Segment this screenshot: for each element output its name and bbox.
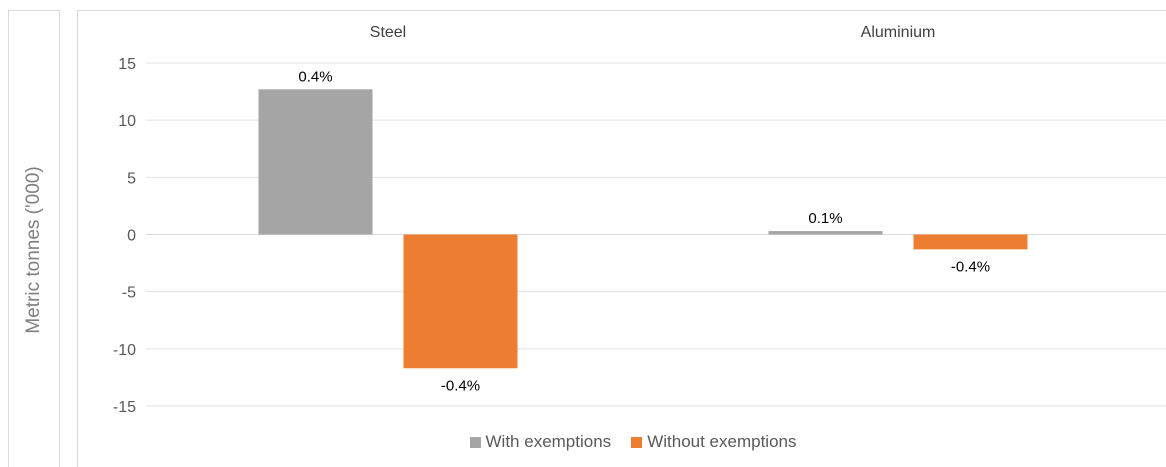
bar xyxy=(403,234,518,369)
legend-label-with-exemptions: With exemptions xyxy=(485,432,612,451)
y-tick-label: 0 xyxy=(127,228,136,245)
data-label: -0.4% xyxy=(441,377,480,394)
category-label: Aluminium xyxy=(861,24,936,41)
bar xyxy=(258,89,373,235)
legend-swatch-without-exemptions xyxy=(631,436,643,448)
legend-item-without-exemptions: Without exemptions xyxy=(631,432,796,452)
y-tick-label: -5 xyxy=(122,285,136,302)
legend-swatch-with-exemptions xyxy=(469,436,481,448)
plot-frame xyxy=(77,10,1166,467)
legend-label-without-exemptions: Without exemptions xyxy=(647,432,797,451)
y-tick-label: 10 xyxy=(118,113,136,130)
bar xyxy=(913,234,1028,250)
y-axis-title-box xyxy=(8,10,60,467)
y-tick-label: 15 xyxy=(118,56,136,73)
legend-item-with-exemptions: With exemptions xyxy=(469,432,612,452)
y-tick-label: -10 xyxy=(113,342,136,359)
legend: With exemptions Without exemptions xyxy=(0,432,1166,452)
bar xyxy=(768,231,883,235)
y-tick-label: 5 xyxy=(127,170,136,187)
category-label: Steel xyxy=(370,24,406,41)
data-label: 0.4% xyxy=(298,68,332,85)
data-label: -0.4% xyxy=(951,258,990,275)
y-tick-label: -15 xyxy=(113,399,136,416)
data-label: 0.1% xyxy=(808,210,842,227)
